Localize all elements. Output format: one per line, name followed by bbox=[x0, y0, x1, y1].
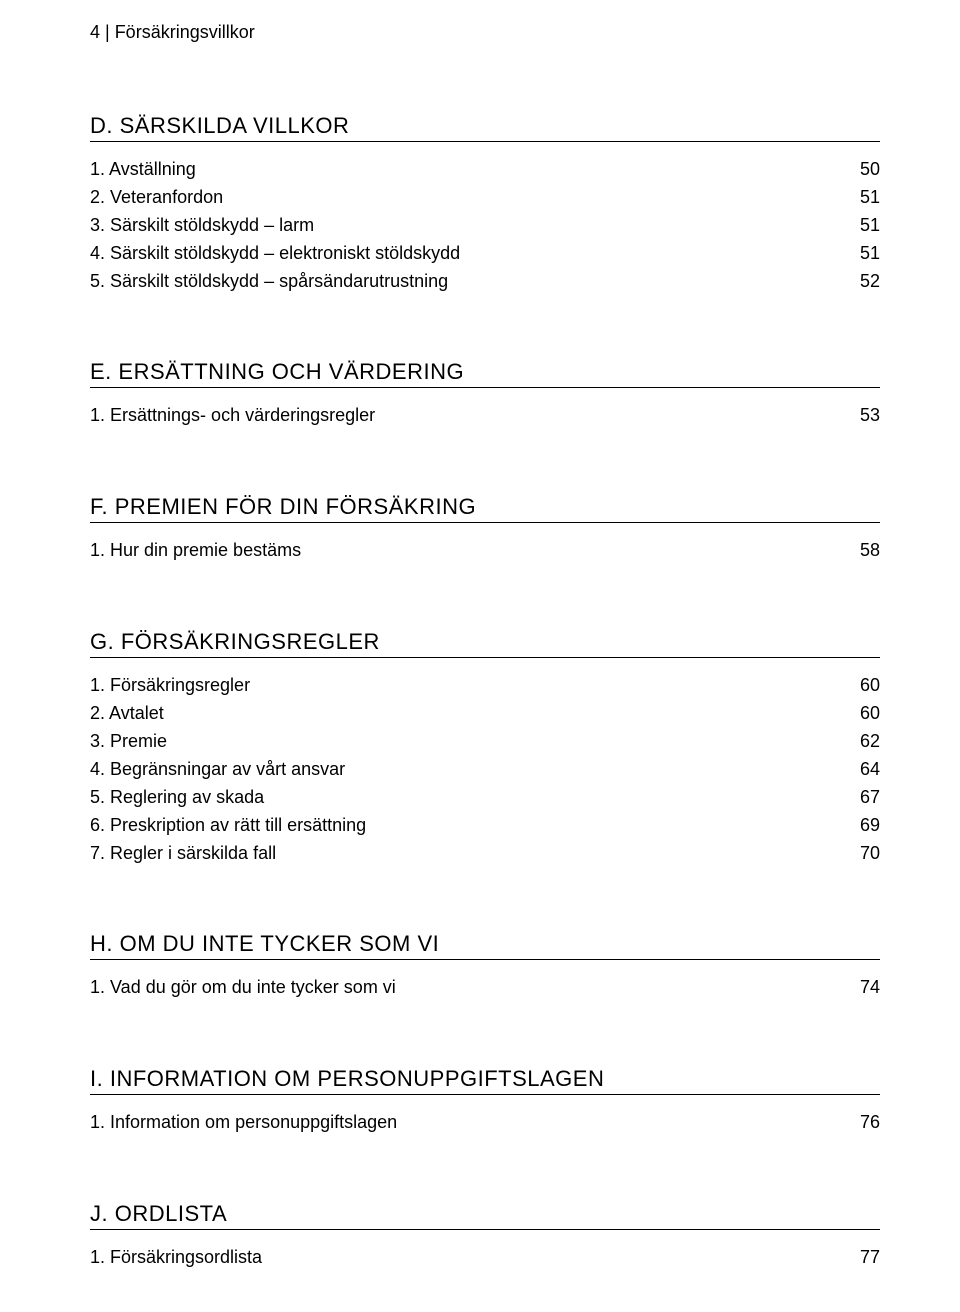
toc-label: 7. Regler i särskilda fall bbox=[90, 840, 830, 868]
section-title-H: H. OM DU INTE TYCKER SOM VI bbox=[90, 931, 880, 960]
toc-row: 5. Särskilt stöldskydd – spårsändarutrus… bbox=[90, 268, 880, 296]
toc-list-H: 1. Vad du gör om du inte tycker som vi 7… bbox=[90, 974, 880, 1002]
toc-row: 1. Avställning 50 bbox=[90, 156, 880, 184]
toc-page: 51 bbox=[850, 184, 880, 212]
toc-row: 7. Regler i särskilda fall 70 bbox=[90, 840, 880, 868]
section-H: H. OM DU INTE TYCKER SOM VI 1. Vad du gö… bbox=[90, 931, 880, 1002]
section-G: G. FÖRSÄKRINGSREGLER 1. Försäkringsregle… bbox=[90, 629, 880, 867]
toc-page: 60 bbox=[850, 700, 880, 728]
toc-list-I: 1. Information om personuppgiftslagen 76 bbox=[90, 1109, 880, 1137]
toc-row: 1. Försäkringsregler 60 bbox=[90, 672, 880, 700]
toc-list-E: 1. Ersättnings- och värderingsregler 53 bbox=[90, 402, 880, 430]
toc-page: 53 bbox=[850, 402, 880, 430]
toc-label: 5. Reglering av skada bbox=[90, 784, 830, 812]
toc-page: 74 bbox=[850, 974, 880, 1002]
section-F: F. PREMIEN FÖR DIN FÖRSÄKRING 1. Hur din… bbox=[90, 494, 880, 565]
toc-label: 3. Premie bbox=[90, 728, 830, 756]
toc-row: 5. Reglering av skada 67 bbox=[90, 784, 880, 812]
section-title-G: G. FÖRSÄKRINGSREGLER bbox=[90, 629, 880, 658]
toc-page: 67 bbox=[850, 784, 880, 812]
toc-label: 1. Hur din premie bestäms bbox=[90, 537, 830, 565]
section-title-F: F. PREMIEN FÖR DIN FÖRSÄKRING bbox=[90, 494, 880, 523]
toc-page: 51 bbox=[850, 212, 880, 240]
toc-label: 4. Begränsningar av vårt ansvar bbox=[90, 756, 830, 784]
toc-row: 1. Ersättnings- och värderingsregler 53 bbox=[90, 402, 880, 430]
toc-row: 4. Särskilt stöldskydd – elektroniskt st… bbox=[90, 240, 880, 268]
toc-row: 1. Vad du gör om du inte tycker som vi 7… bbox=[90, 974, 880, 1002]
section-I: I. INFORMATION OM PERSONUPPGIFTSLAGEN 1.… bbox=[90, 1066, 880, 1137]
toc-row: 3. Premie 62 bbox=[90, 728, 880, 756]
toc-page: 60 bbox=[850, 672, 880, 700]
toc-row: 1. Information om personuppgiftslagen 76 bbox=[90, 1109, 880, 1137]
section-title-D: D. SÄRSKILDA VILLKOR bbox=[90, 113, 880, 142]
toc-label: 6. Preskription av rätt till ersättning bbox=[90, 812, 830, 840]
section-title-I: I. INFORMATION OM PERSONUPPGIFTSLAGEN bbox=[90, 1066, 880, 1095]
toc-page: 70 bbox=[850, 840, 880, 868]
toc-page: 50 bbox=[850, 156, 880, 184]
toc-label: 1. Försäkringsordlista bbox=[90, 1244, 830, 1272]
section-title-E: E. ERSÄTTNING OCH VÄRDERING bbox=[90, 359, 880, 388]
toc-label: 4. Särskilt stöldskydd – elektroniskt st… bbox=[90, 240, 830, 268]
toc-list-G: 1. Försäkringsregler 60 2. Avtalet 60 3.… bbox=[90, 672, 880, 867]
toc-page: 52 bbox=[850, 268, 880, 296]
page-header: 4 | Försäkringsvillkor bbox=[90, 22, 880, 43]
toc-page: 77 bbox=[850, 1244, 880, 1272]
toc-page: 64 bbox=[850, 756, 880, 784]
toc-list-D: 1. Avställning 50 2. Veteranfordon 51 3.… bbox=[90, 156, 880, 295]
section-E: E. ERSÄTTNING OCH VÄRDERING 1. Ersättnin… bbox=[90, 359, 880, 430]
toc-label: 2. Veteranfordon bbox=[90, 184, 830, 212]
toc-row: 4. Begränsningar av vårt ansvar 64 bbox=[90, 756, 880, 784]
toc-list-J: 1. Försäkringsordlista 77 bbox=[90, 1244, 880, 1272]
toc-label: 1. Ersättnings- och värderingsregler bbox=[90, 402, 830, 430]
toc-label: 1. Avställning bbox=[90, 156, 830, 184]
toc-row: 6. Preskription av rätt till ersättning … bbox=[90, 812, 880, 840]
toc-row: 1. Försäkringsordlista 77 bbox=[90, 1244, 880, 1272]
toc-page: 58 bbox=[850, 537, 880, 565]
toc-row: 2. Veteranfordon 51 bbox=[90, 184, 880, 212]
toc-page: 76 bbox=[850, 1109, 880, 1137]
toc-list-F: 1. Hur din premie bestäms 58 bbox=[90, 537, 880, 565]
section-J: J. ORDLISTA 1. Försäkringsordlista 77 bbox=[90, 1201, 880, 1272]
section-D: D. SÄRSKILDA VILLKOR 1. Avställning 50 2… bbox=[90, 113, 880, 295]
toc-label: 5. Särskilt stöldskydd – spårsändarutrus… bbox=[90, 268, 830, 296]
toc-row: 3. Särskilt stöldskydd – larm 51 bbox=[90, 212, 880, 240]
toc-row: 2. Avtalet 60 bbox=[90, 700, 880, 728]
toc-page: 69 bbox=[850, 812, 880, 840]
section-title-J: J. ORDLISTA bbox=[90, 1201, 880, 1230]
toc-label: 1. Försäkringsregler bbox=[90, 672, 830, 700]
toc-label: 1. Vad du gör om du inte tycker som vi bbox=[90, 974, 830, 1002]
page-container: 4 | Försäkringsvillkor D. SÄRSKILDA VILL… bbox=[0, 0, 960, 1312]
toc-label: 3. Särskilt stöldskydd – larm bbox=[90, 212, 830, 240]
toc-page: 51 bbox=[850, 240, 880, 268]
toc-row: 1. Hur din premie bestäms 58 bbox=[90, 537, 880, 565]
toc-page: 62 bbox=[850, 728, 880, 756]
toc-label: 2. Avtalet bbox=[90, 700, 830, 728]
toc-label: 1. Information om personuppgiftslagen bbox=[90, 1109, 830, 1137]
